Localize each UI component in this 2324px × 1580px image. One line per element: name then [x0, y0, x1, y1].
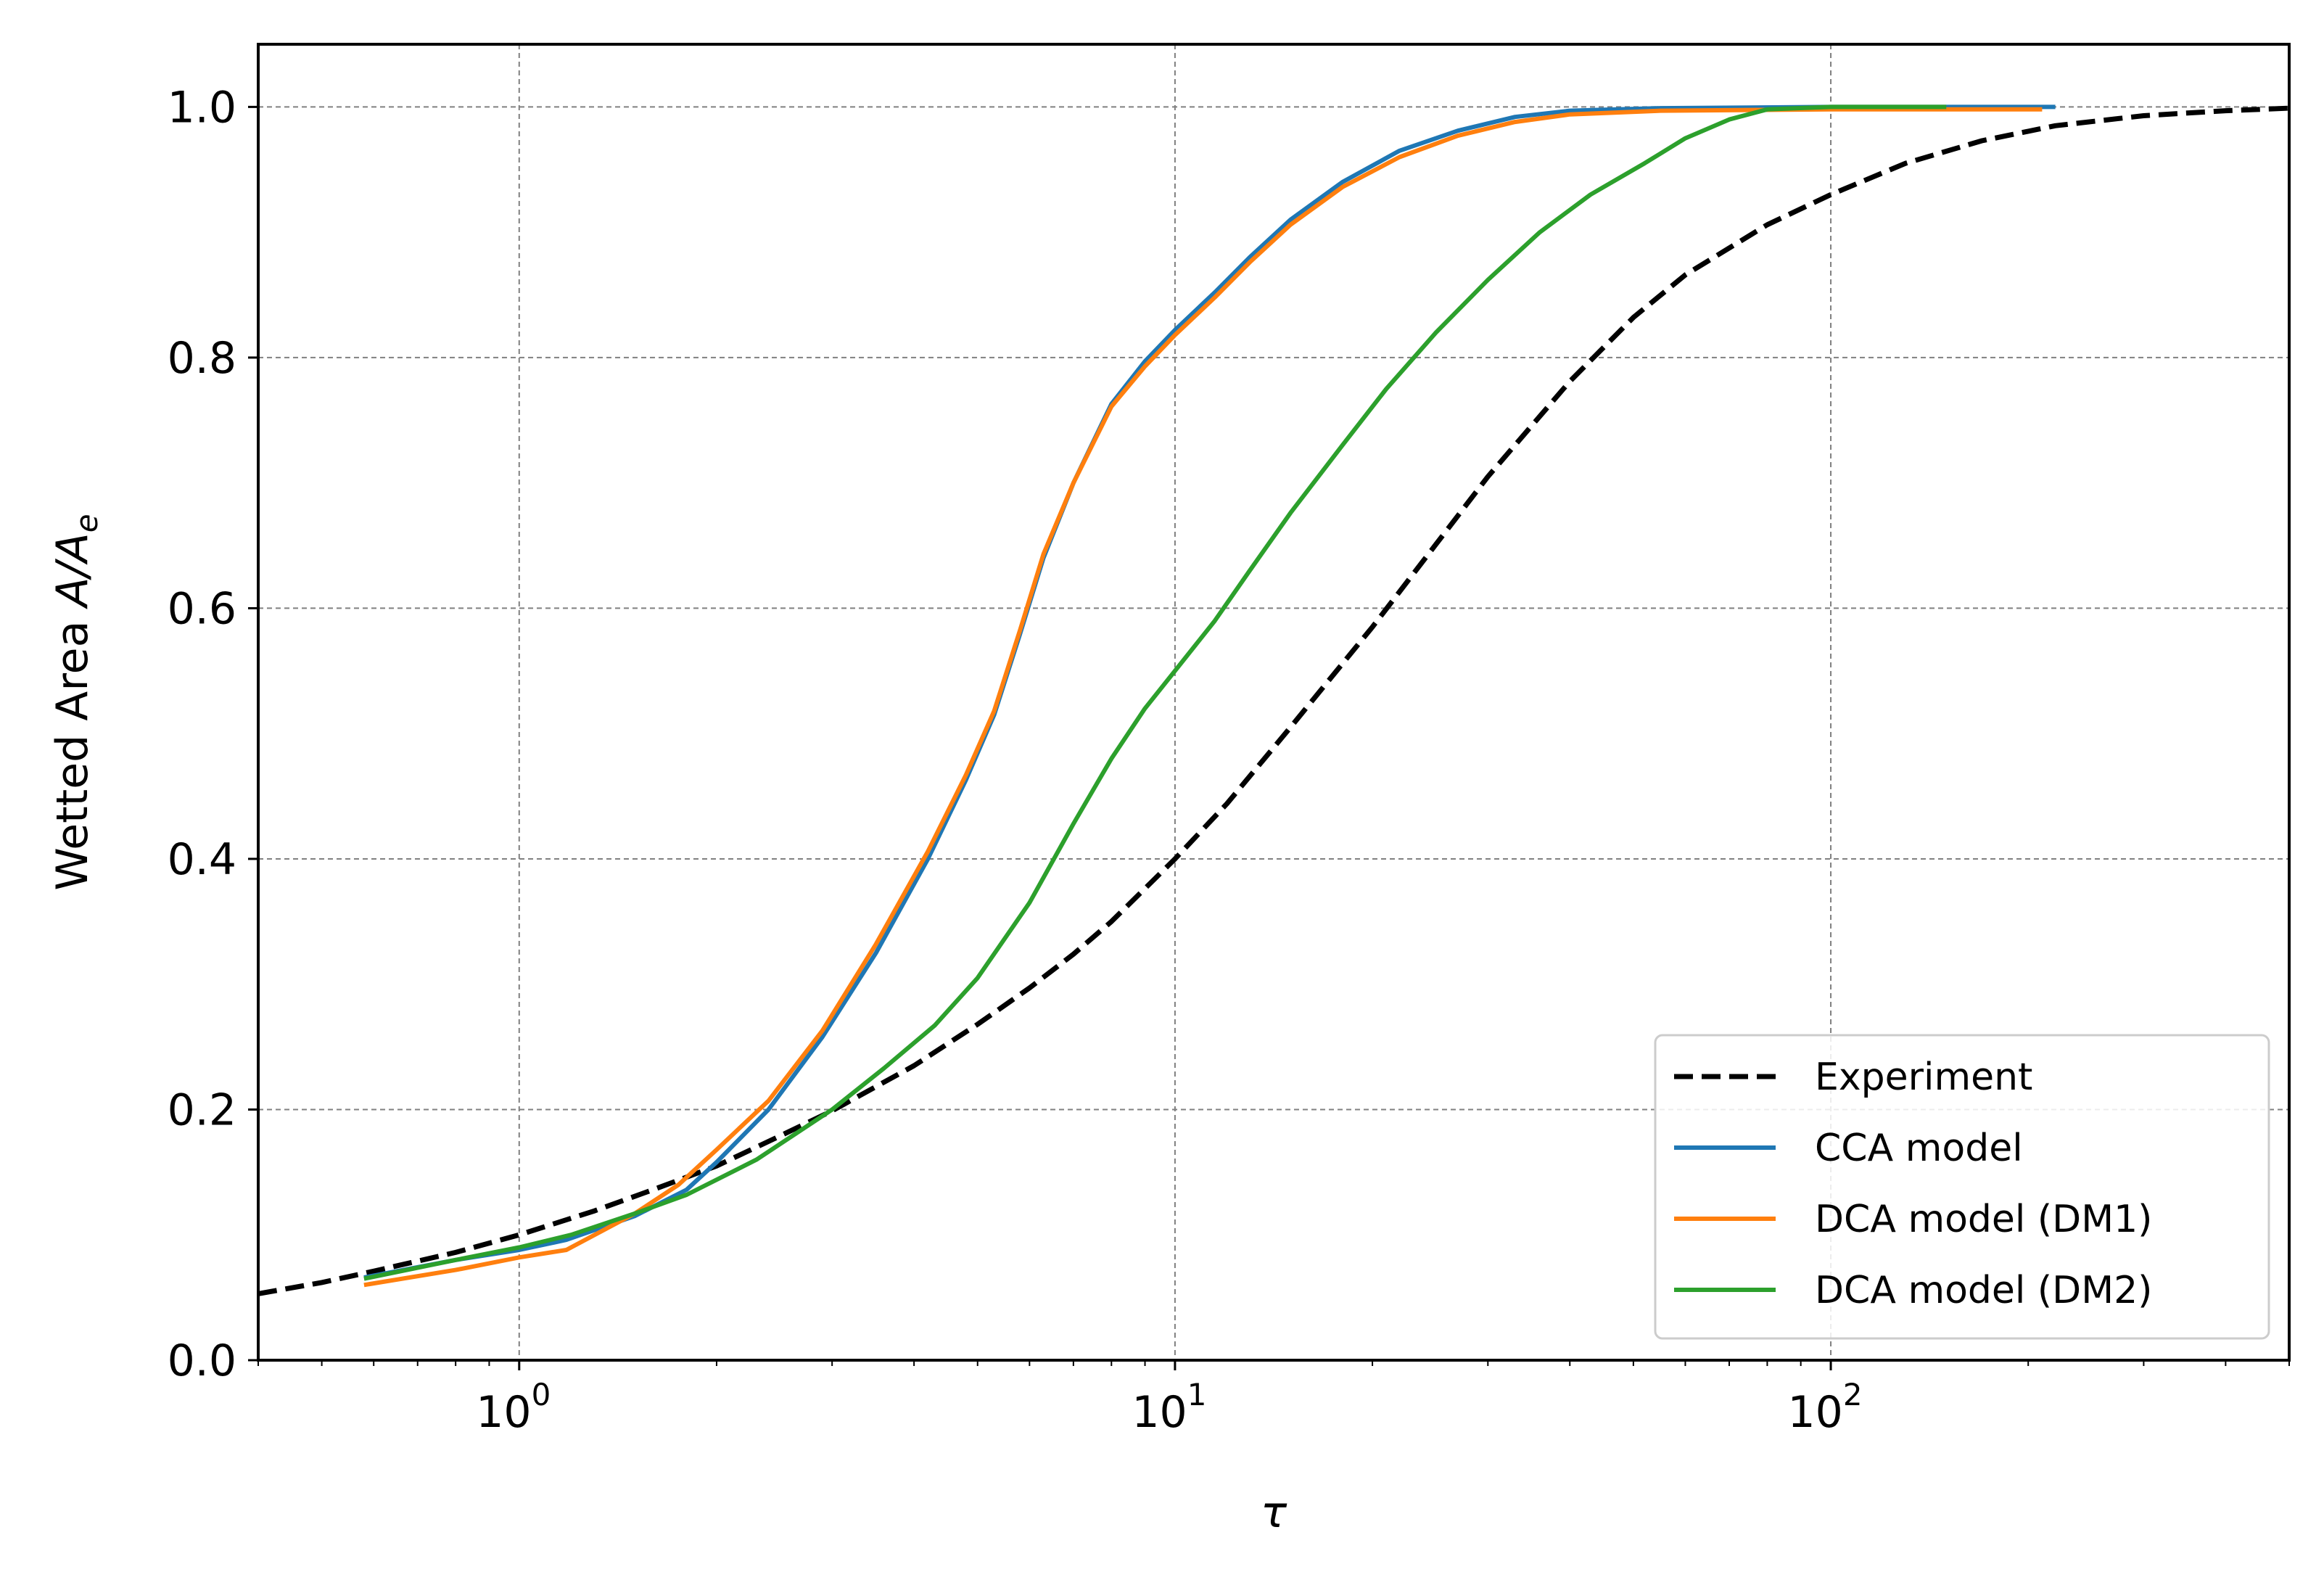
series-line-0	[257, 105, 2290, 1296]
x-tick-label: 100	[476, 1377, 551, 1438]
y-tick-label: 0.0	[168, 1336, 236, 1386]
legend-label-1: CCA model	[1815, 1127, 2023, 1170]
legend-box	[1654, 1034, 2270, 1340]
plot-frame	[257, 43, 2291, 1362]
y-tick-label: 0.4	[168, 834, 236, 885]
y-tick-label: 0.6	[168, 583, 236, 634]
legend-items: Experiment CCA model DCA model (DM1) DCA mo…	[1674, 1056, 2152, 1312]
y-axis-label-prefix: Wetted Area	[47, 607, 98, 891]
legend-label-0: Experiment	[1815, 1056, 2032, 1099]
y-tick-label: 0.8	[168, 333, 236, 384]
series-line-3	[363, 104, 1947, 1281]
ticks-layer: 0.0 0.2 0.4 0.6 0.8 1.0 100 101 102	[168, 82, 2290, 1438]
y-axis-label: Wetted Area A/Ae	[47, 514, 104, 890]
x-axis-label: τ	[1261, 1487, 1287, 1538]
x-tick-label: 102	[1787, 1377, 1862, 1438]
legend-label-2: DCA model (DM1)	[1815, 1198, 2152, 1241]
y-axis-label-sub: e	[69, 514, 104, 532]
y-tick-label: 1.0	[168, 82, 236, 133]
series-line-2	[363, 107, 2043, 1288]
legend: Experiment CCA model DCA model (DM1) DCA mo…	[1654, 1034, 2270, 1340]
y-tick-label: 0.2	[168, 1085, 236, 1135]
x-tick-label: 101	[1132, 1377, 1206, 1438]
series-layer	[257, 104, 2290, 1296]
legend-label-3: DCA model (DM2)	[1815, 1269, 2152, 1312]
y-axis-label-var: A/A	[47, 532, 98, 609]
